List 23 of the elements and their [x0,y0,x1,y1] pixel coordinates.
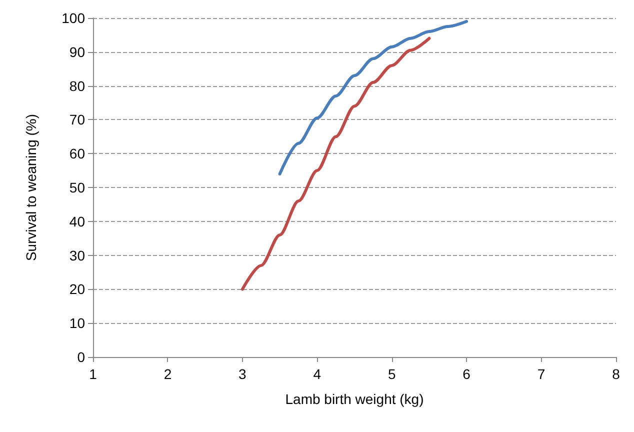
y-tick-label: 90 [69,44,86,60]
x-tick-label: 8 [612,366,620,382]
x-axis-title: Lamb birth weight (kg) [285,391,424,407]
line-series [240,36,431,291]
x-tick-label: 1 [89,366,98,382]
y-tick-label: 70 [69,112,86,128]
x-tick-label: 6 [462,366,471,382]
y-tick-label: 50 [69,180,86,196]
y-tick-label: 40 [69,213,86,230]
y-tick-label: 80 [69,78,86,94]
y-tick-label: 0 [77,349,86,365]
x-tick-label: 4 [313,366,322,382]
x-tick-label: 7 [537,366,546,382]
y-tick-label: 10 [69,315,86,332]
x-tick-label: 3 [238,366,247,382]
x-tick-label: 5 [388,366,396,382]
y-axis-title: Survival to weaning (%) [23,114,39,262]
y-tick-label: 60 [69,146,86,162]
x-tick-label: 2 [164,366,172,382]
y-tick-label: 20 [69,281,86,298]
y-tick-label: 100 [62,10,86,26]
y-tick-label: 30 [69,247,86,264]
line-series [278,20,468,176]
